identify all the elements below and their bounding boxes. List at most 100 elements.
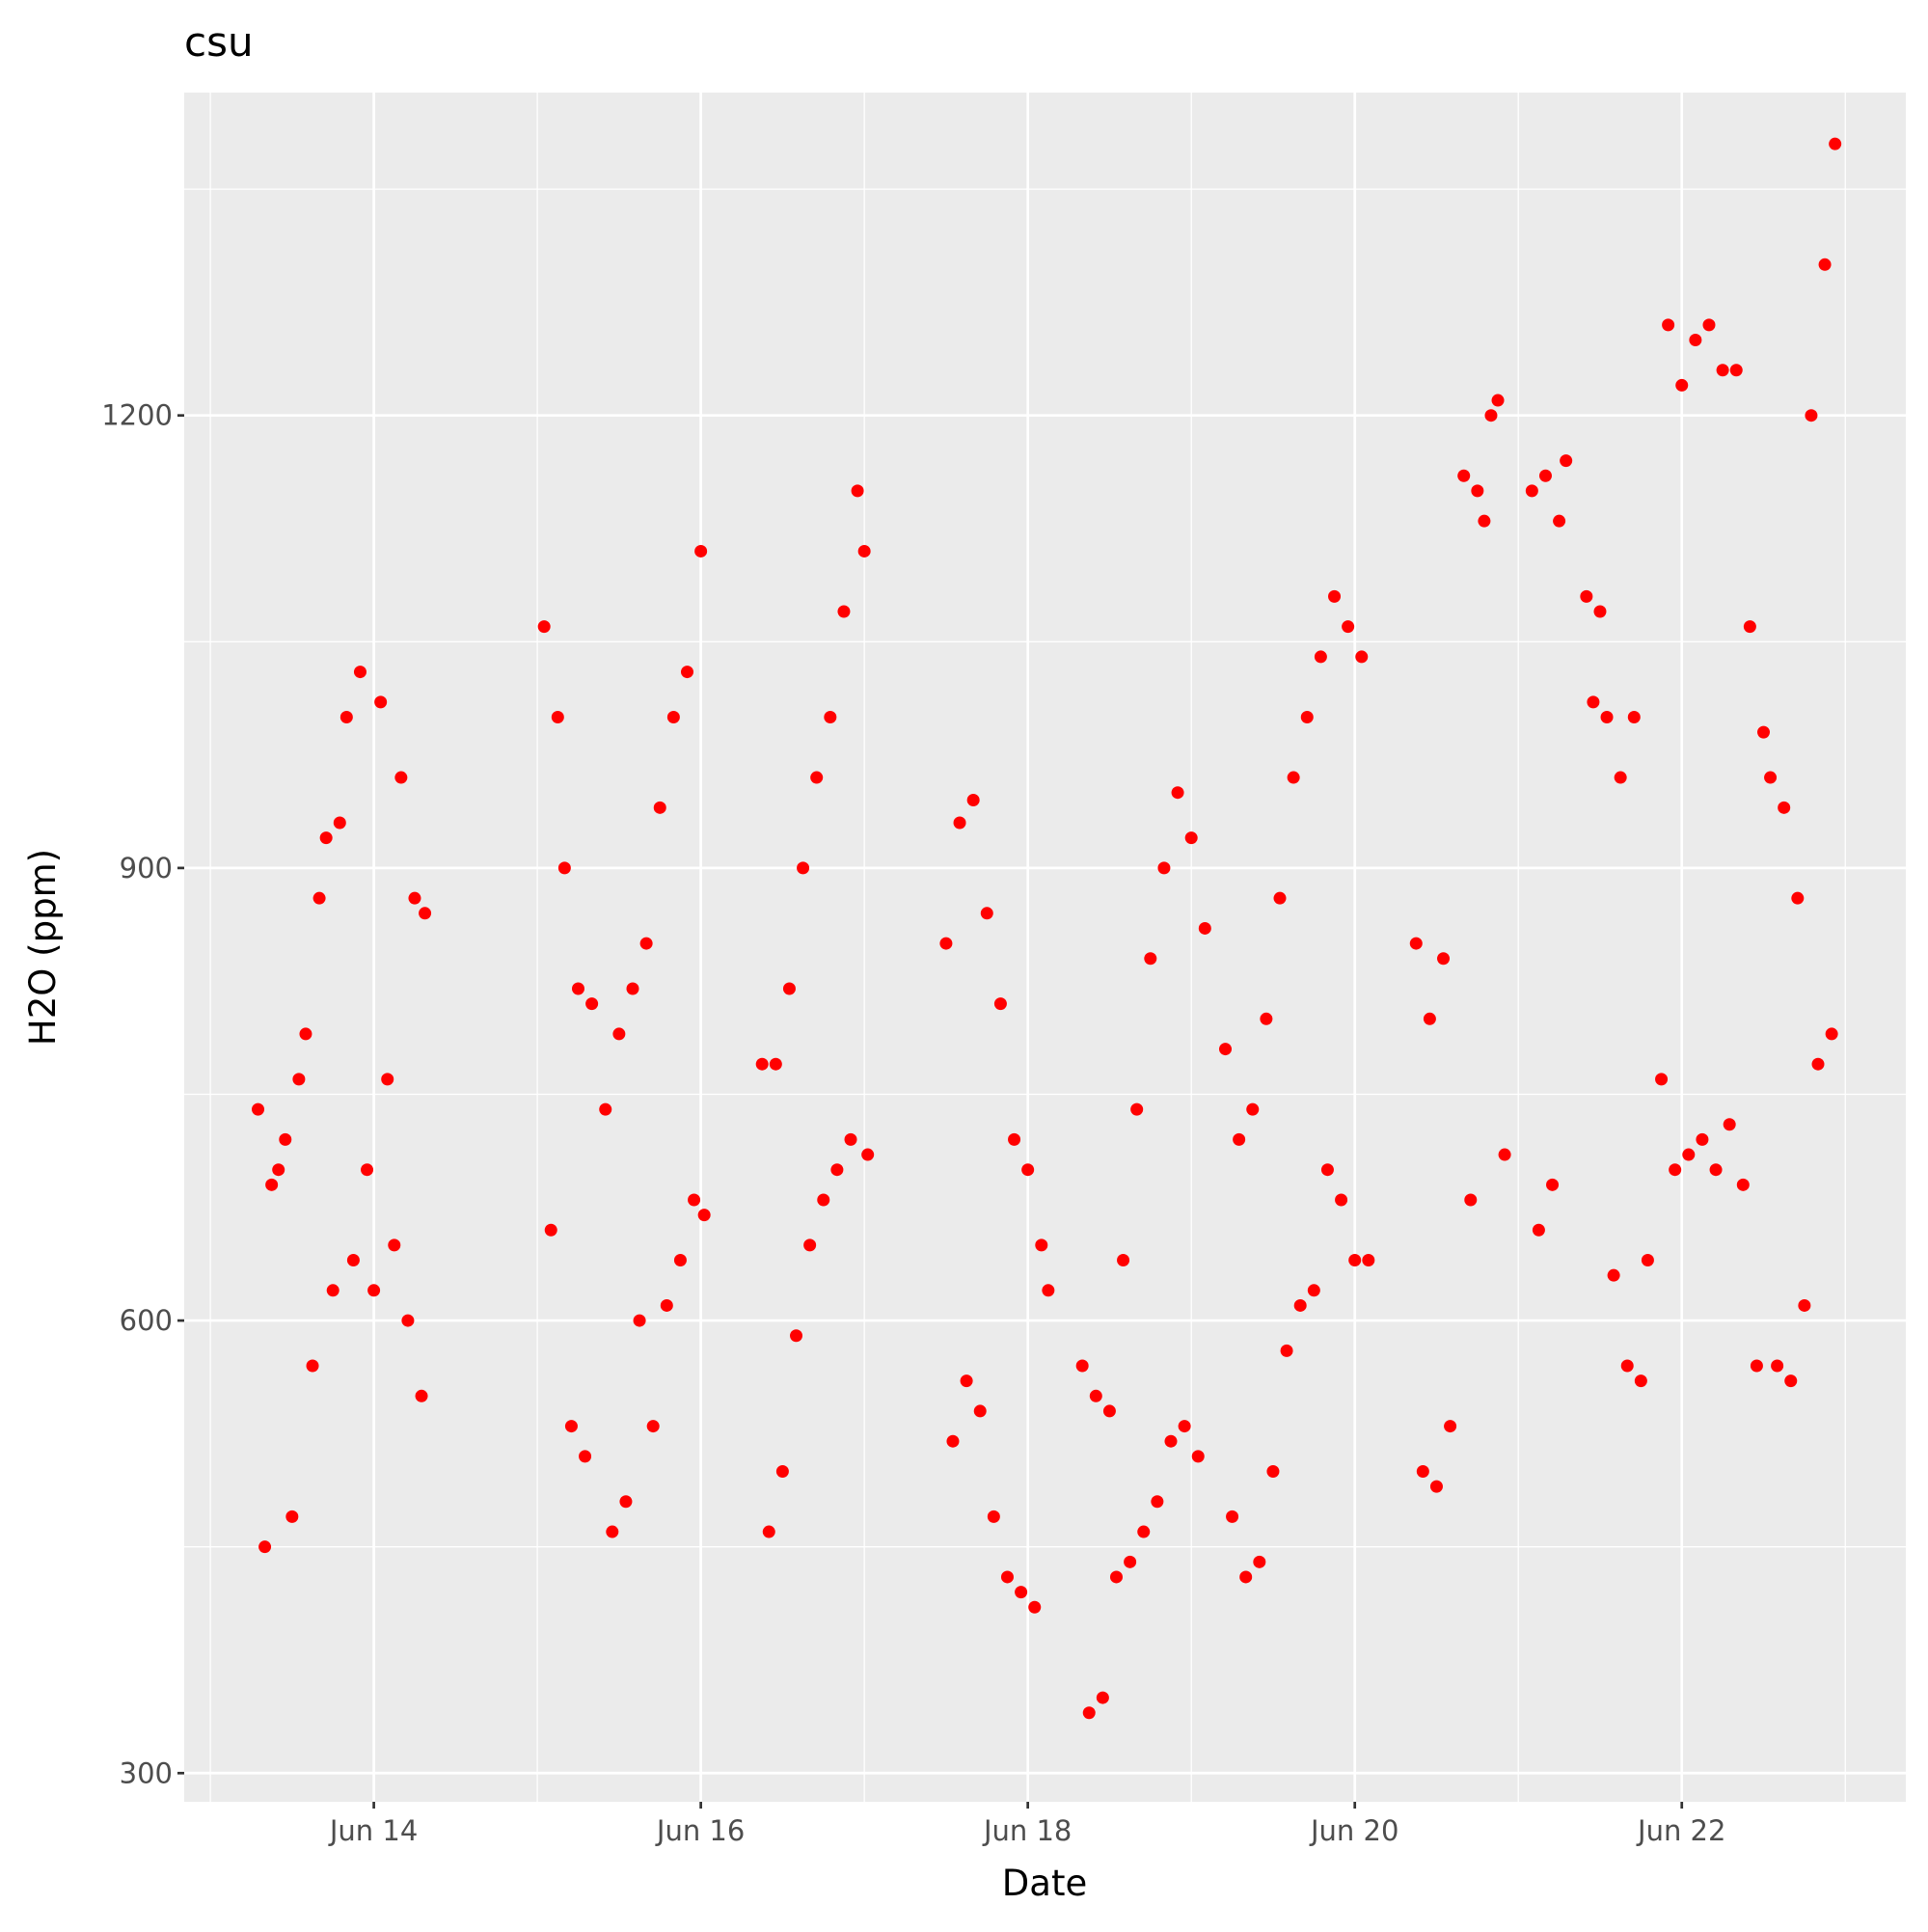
point xyxy=(579,1450,592,1463)
point xyxy=(939,937,953,950)
point xyxy=(374,695,388,709)
point xyxy=(1293,1298,1307,1312)
panel-background xyxy=(184,93,1906,1802)
point xyxy=(782,982,796,995)
point xyxy=(326,1284,339,1297)
point xyxy=(1191,1450,1205,1463)
x-tick-label: Jun 16 xyxy=(655,1814,745,1847)
y-axis-title: H2O (ppm) xyxy=(22,849,64,1046)
point xyxy=(1696,1132,1709,1146)
point xyxy=(797,861,810,875)
point xyxy=(1580,589,1593,603)
point xyxy=(1723,1118,1736,1131)
point xyxy=(1328,589,1342,603)
point xyxy=(1444,1420,1457,1433)
point xyxy=(612,1027,626,1041)
point xyxy=(1089,1389,1102,1402)
point xyxy=(339,710,353,723)
point xyxy=(830,1163,844,1177)
point xyxy=(1669,1163,1682,1177)
point xyxy=(353,666,367,679)
point xyxy=(1075,1359,1089,1373)
y-tick-label: 600 xyxy=(120,1304,173,1337)
point xyxy=(401,1314,415,1327)
point xyxy=(272,1163,285,1177)
point xyxy=(1464,1193,1478,1207)
point xyxy=(1137,1525,1151,1538)
point xyxy=(1771,1359,1784,1373)
point xyxy=(1218,1043,1232,1056)
point xyxy=(1144,952,1157,966)
point xyxy=(1478,514,1491,528)
point xyxy=(585,997,599,1011)
point xyxy=(1471,484,1484,498)
point xyxy=(1096,1691,1109,1704)
point xyxy=(626,982,639,995)
point xyxy=(810,771,824,784)
point xyxy=(762,1525,775,1538)
point xyxy=(1082,1706,1096,1720)
point xyxy=(1736,1178,1750,1191)
point xyxy=(1355,650,1369,664)
point xyxy=(1655,1073,1669,1086)
point xyxy=(1157,861,1171,875)
point xyxy=(1233,1132,1246,1146)
point xyxy=(697,1209,711,1222)
point xyxy=(557,861,571,875)
point xyxy=(844,1132,857,1146)
point xyxy=(1130,1102,1144,1116)
point xyxy=(1689,333,1702,346)
point xyxy=(1484,409,1498,422)
point xyxy=(1538,469,1552,482)
point xyxy=(755,1057,769,1071)
point xyxy=(1675,378,1689,392)
point xyxy=(1021,1163,1035,1177)
point xyxy=(660,1298,673,1312)
point xyxy=(1015,1586,1028,1599)
point xyxy=(333,816,346,830)
chart-title: csu xyxy=(184,18,254,66)
point xyxy=(1662,318,1675,332)
point xyxy=(1287,771,1300,784)
point xyxy=(619,1495,633,1509)
point xyxy=(1457,469,1471,482)
point xyxy=(1342,620,1355,634)
point xyxy=(1641,1254,1654,1267)
point xyxy=(1307,1284,1320,1297)
point xyxy=(394,771,408,784)
point xyxy=(292,1073,306,1086)
point xyxy=(681,666,694,679)
point xyxy=(960,1374,973,1388)
point xyxy=(1314,650,1327,664)
point xyxy=(1593,605,1607,618)
point xyxy=(694,544,708,558)
point xyxy=(1600,710,1614,723)
point xyxy=(285,1510,299,1523)
x-tick-label: Jun 14 xyxy=(328,1814,418,1847)
point xyxy=(1553,514,1566,528)
point xyxy=(1266,1464,1280,1478)
point xyxy=(1035,1238,1048,1252)
point xyxy=(1729,364,1743,377)
point xyxy=(1491,394,1505,407)
point xyxy=(1682,1148,1696,1161)
point xyxy=(1825,1027,1838,1041)
point xyxy=(1102,1404,1116,1418)
points xyxy=(252,137,1842,1720)
point xyxy=(1784,1374,1798,1388)
point xyxy=(769,1057,782,1071)
point xyxy=(388,1238,401,1252)
x-tick-label: Jun 22 xyxy=(1636,1814,1725,1847)
x-tick-label: Jun 18 xyxy=(982,1814,1072,1847)
point xyxy=(775,1464,789,1478)
point xyxy=(1764,771,1778,784)
point xyxy=(1532,1223,1545,1237)
axes: 300 600 900 1200 Jun 14 Jun 16 Jun 18 Jun 20 Jun… xyxy=(101,399,1725,1847)
point xyxy=(319,831,333,845)
point xyxy=(564,1420,578,1433)
point xyxy=(1620,1359,1634,1373)
point xyxy=(312,891,326,905)
point xyxy=(953,816,966,830)
point xyxy=(265,1178,279,1191)
